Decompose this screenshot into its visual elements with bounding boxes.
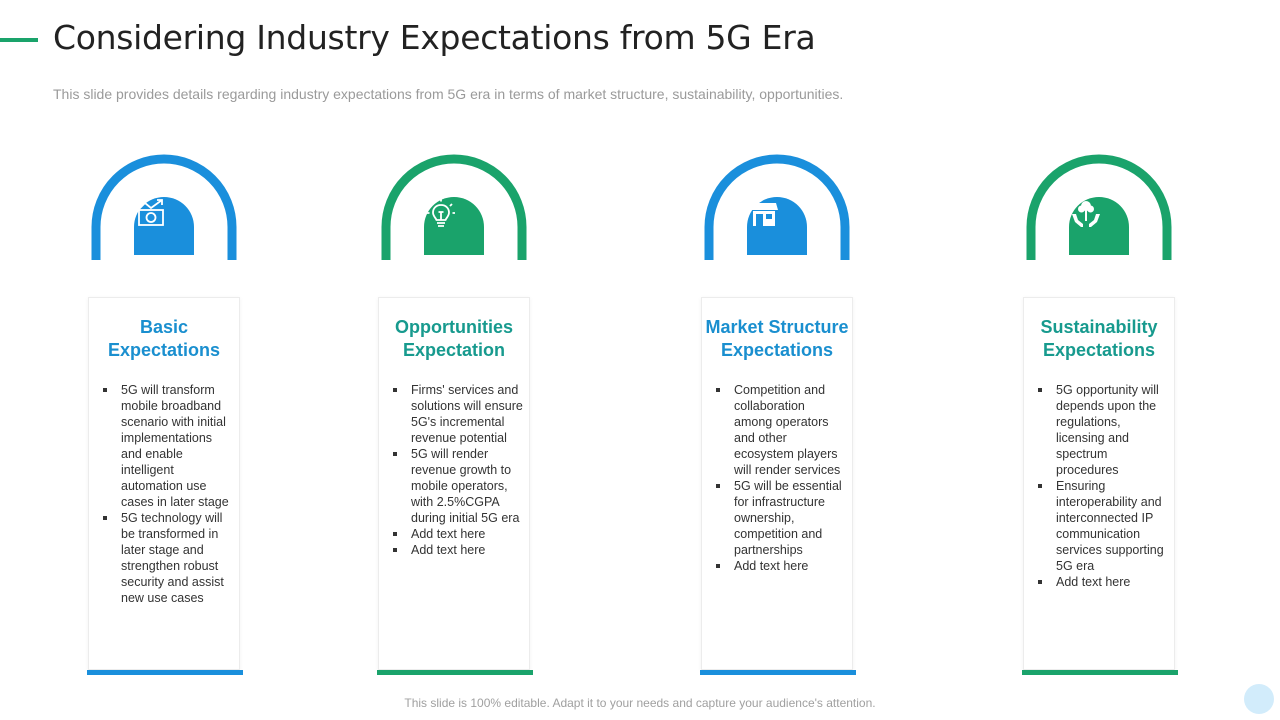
expectation-card: Market Structure Expectations Competitio… [700,297,856,675]
list-item: Add text here [716,558,846,574]
bullet-list: Firms' services and solutions will ensur… [379,382,529,558]
arch-decoration [374,150,534,270]
lightbulb-icon [424,197,484,255]
corner-decoration [1244,684,1274,714]
list-item: 5G will be essential for infrastructure … [716,478,846,558]
card-title: Sustainability Expectations [1040,317,1158,360]
arch-decoration [697,150,857,270]
column-market-structure-expectations: Market Structure Expectations Competitio… [697,150,857,680]
card-bottom-bar [1022,670,1178,675]
expectation-card: Sustainability Expectations 5G opportuni… [1022,297,1178,675]
title-accent-line [0,38,38,42]
card-bottom-bar [87,670,243,675]
storefront-icon [747,197,807,255]
card-title: Opportunities Expectation [395,317,513,360]
card-title: Basic Expectations [107,317,221,360]
column-opportunities-expectation: Opportunities Expectation Firms' service… [374,150,534,680]
money-growth-icon [134,197,194,255]
list-item: 5G technology will be transformed in lat… [103,510,233,606]
bullet-list: 5G opportunity will depends upon the reg… [1024,382,1174,590]
card-title: Market Structure Expectations [705,317,849,360]
column-sustainability-expectations: Sustainability Expectations 5G opportuni… [1019,150,1179,680]
slide-title: Considering Industry Expectations from 5… [53,18,816,57]
arch-decoration [1019,150,1179,270]
slide-footer-note: This slide is 100% editable. Adapt it to… [404,696,876,710]
bullet-list: Competition and collaboration among oper… [702,382,852,574]
list-item: Firms' services and solutions will ensur… [393,382,523,446]
card-bottom-bar [377,670,533,675]
list-item: Add text here [393,542,523,558]
list-item: Add text here [1038,574,1168,590]
list-item: Add text here [393,526,523,542]
expectation-card: Basic Expectations 5G will transform mob… [87,297,243,675]
column-basic-expectations: Basic Expectations 5G will transform mob… [84,150,244,680]
plant-in-hands-icon [1069,197,1129,255]
list-item: 5G opportunity will depends upon the reg… [1038,382,1168,478]
list-item: 5G will transform mobile broadband scena… [103,382,233,510]
slide-subtitle: This slide provides details regarding in… [53,86,844,102]
list-item: 5G will render revenue growth to mobile … [393,446,523,526]
card-bottom-bar [700,670,856,675]
expectation-card: Opportunities Expectation Firms' service… [377,297,533,675]
bullet-list: 5G will transform mobile broadband scena… [89,382,239,606]
arch-decoration [84,150,244,270]
list-item: Ensuring interoperability and interconne… [1038,478,1168,574]
list-item: Competition and collaboration among oper… [716,382,846,478]
